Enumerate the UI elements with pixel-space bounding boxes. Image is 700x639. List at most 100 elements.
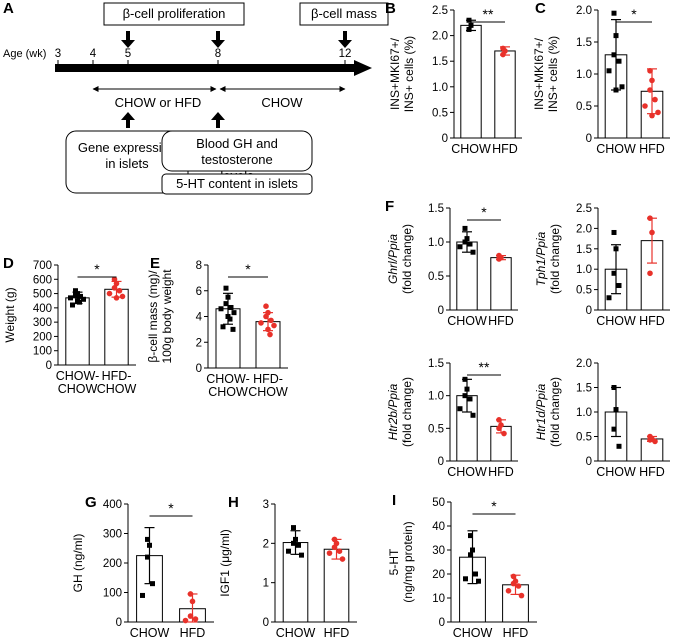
y-axis-label: GH (ng/ml) [71,534,85,593]
panel-label: D [3,255,14,272]
data-point-hfd [268,317,274,324]
category-label: CHOW [447,314,487,328]
data-point-chow [231,310,237,316]
data-point-chow [299,552,304,558]
data-point-hfd [649,77,655,84]
y-tick-label: 50 [432,497,445,509]
category-label: CHOW [276,626,316,639]
data-point-chow [476,578,481,584]
box-gene-expression-label: Gene expression in islets [78,140,176,171]
y-tick-label: 1.5 [576,244,592,256]
data-point-hfd [647,437,653,443]
significance-label: * [245,261,251,277]
chart-panel-h: H 0 1 2 3 IGF1 (μg/ml) CHOW HFD [218,494,357,639]
y-tick-label: 600 [33,274,52,286]
data-point-hfd [263,313,269,320]
y-axis-label: Htr1d/Ppia(fold change) [534,377,562,447]
y-tick-label: 1.0 [428,237,444,249]
data-point-hfd [496,425,502,432]
data-point-chow [462,225,468,231]
data-point-hfd [647,215,653,221]
data-point-hfd [339,556,346,562]
data-point-chow [225,294,231,300]
y-tick-label: 1.5 [576,37,592,49]
data-point-chow [611,10,617,16]
bar-hfd [255,321,281,369]
age-tick: 8 [215,48,221,60]
data-point-chow [611,385,617,390]
y-tick-label: 10 [432,593,445,605]
data-point-chow [145,554,150,560]
data-point-chow [473,571,478,577]
y-tick-label: 100 [103,588,122,600]
data-point-hfd [649,112,655,119]
category-label: HFD [488,465,514,479]
data-point-chow [466,17,472,23]
y-tick-label: 1.5 [428,358,444,370]
data-point-chow [464,236,470,242]
y-axis-label: Tph1/Ppia(fold change) [534,224,562,294]
arrow-down-icon [211,31,225,48]
data-point-hfd [496,417,502,423]
significance-label: * [631,6,637,22]
box-beta-cell-mass-label: β-cell mass [311,6,377,21]
y-tick-label: 8 [196,260,202,272]
y-tick-label: 1.0 [576,69,592,81]
significance-label: * [168,500,174,516]
y-axis-label: INS+MKI67+/INS+ cells (%) [388,36,416,112]
significance-label: ** [479,359,490,375]
chart-panel-i: I 0 10 20 30 40 50 5-HT(ng/mg protein) CHOW HFD * [387,492,537,639]
data-point-chow [220,324,226,330]
y-tick-label: 0.5 [432,107,448,119]
y-tick-label: 400 [103,499,122,511]
data-point-hfd [113,280,120,287]
y-tick-label: 6 [196,286,202,298]
timeline-bar [55,64,355,72]
data-point-chow [223,301,229,307]
y-tick-label: 100 [33,346,52,358]
data-point-hfd [189,598,196,605]
box-blood-gh [161,130,313,172]
y-axis-label: IGF1 (μg/ml) [218,529,232,597]
data-point-chow [462,239,468,245]
y-tick-label: 200 [33,331,52,343]
data-point-hfd [111,276,118,283]
data-point-hfd [187,613,194,619]
category-label: CHOW-CHOW [56,369,100,396]
box-beta-cell-proliferation-label: β-cell proliferation [123,6,226,21]
y-tick-label: 1 [263,578,269,590]
data-point-chow [611,229,617,235]
y-tick-label: 30 [432,545,445,557]
data-point-hfd [647,68,653,74]
box-5ht-content [161,173,313,195]
data-point-chow [225,314,231,319]
y-axis-label: INS+MKI67+/INS+ cells (%) [532,36,560,112]
data-point-chow [470,249,476,255]
data-point-chow [457,406,463,412]
data-point-chow [466,26,472,32]
significance-label: * [491,498,497,514]
data-point-hfd [116,287,123,294]
category-label: HFD [503,626,529,639]
category-label: HFD [324,626,350,639]
bar-chow [460,24,482,139]
chart-panel-f2: 0 0.5 1.0 1.5 2.0 2.5 Tph1/Ppia(fold change) CH… [534,203,670,328]
data-point-hfd [182,617,189,624]
y-tick-label: 1.0 [576,264,592,276]
box-beta-cell-proliferation [103,2,245,26]
y-tick-label: 2.0 [576,223,592,235]
category-label: CHOW [130,626,170,639]
chart-panel-e: E 0 2 4 6 8 β-cell mass (mg)/100g body weight C… [146,255,288,399]
bar-hfd [323,548,350,623]
data-point-chow [606,68,612,74]
data-point-hfd [111,285,118,291]
y-tick-label: 500 [33,289,52,301]
data-point-hfd [652,96,658,103]
data-point-chow [227,316,233,322]
bar-hfd [490,257,512,311]
panel-label: C [535,0,546,17]
data-point-chow [228,304,234,310]
data-point-chow [286,548,291,554]
data-point-hfd [647,270,653,277]
